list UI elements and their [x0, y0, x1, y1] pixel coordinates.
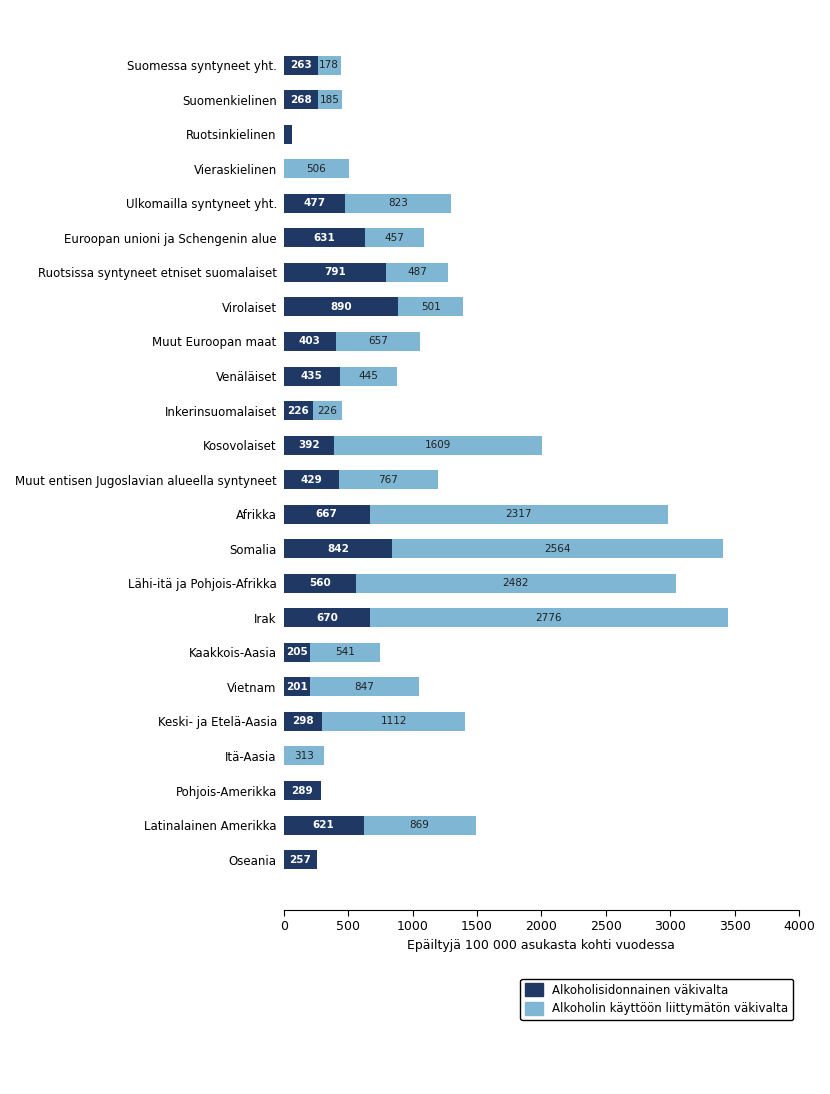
- Text: 1609: 1609: [425, 440, 451, 450]
- Bar: [356, 573, 676, 593]
- Text: 185: 185: [320, 95, 340, 105]
- Text: 823: 823: [388, 198, 408, 208]
- Bar: [318, 90, 342, 109]
- Text: 847: 847: [354, 682, 374, 691]
- Bar: [284, 470, 339, 489]
- Bar: [310, 677, 418, 697]
- Text: 477: 477: [303, 198, 325, 208]
- Text: 657: 657: [368, 337, 388, 347]
- Bar: [386, 263, 448, 282]
- Bar: [284, 746, 324, 766]
- Text: 226: 226: [317, 406, 337, 416]
- Bar: [370, 608, 728, 627]
- Text: 429: 429: [300, 475, 322, 485]
- Bar: [284, 366, 339, 385]
- Text: 506: 506: [306, 164, 326, 174]
- Text: 487: 487: [407, 267, 427, 278]
- Text: 392: 392: [298, 440, 320, 450]
- Bar: [284, 712, 322, 731]
- Bar: [369, 504, 668, 524]
- Bar: [335, 331, 420, 351]
- Bar: [365, 229, 424, 247]
- X-axis label: Epäiltyjä 100 000 asukasta kohti vuodessa: Epäiltyjä 100 000 asukasta kohti vuodess…: [408, 939, 676, 952]
- Text: 435: 435: [300, 371, 323, 381]
- Bar: [284, 229, 365, 247]
- Bar: [345, 194, 452, 213]
- Bar: [364, 815, 476, 835]
- Text: 869: 869: [410, 820, 430, 830]
- Text: 201: 201: [286, 682, 308, 691]
- Bar: [284, 125, 292, 143]
- Text: 2564: 2564: [544, 544, 570, 554]
- Text: 842: 842: [327, 544, 349, 554]
- Text: 501: 501: [421, 302, 441, 312]
- Bar: [284, 781, 321, 800]
- Text: 205: 205: [286, 648, 308, 657]
- Text: 631: 631: [314, 233, 335, 243]
- Text: 2776: 2776: [535, 613, 562, 622]
- Bar: [284, 298, 398, 316]
- Text: 226: 226: [287, 406, 309, 416]
- Text: 263: 263: [290, 60, 311, 70]
- Bar: [313, 401, 342, 420]
- Bar: [284, 194, 345, 213]
- Text: 445: 445: [359, 371, 378, 381]
- Bar: [284, 850, 317, 869]
- Bar: [310, 643, 380, 662]
- Text: 767: 767: [378, 475, 398, 485]
- Bar: [334, 435, 541, 455]
- Text: 178: 178: [319, 60, 339, 70]
- Bar: [284, 573, 356, 593]
- Text: 289: 289: [291, 785, 313, 795]
- Bar: [393, 539, 723, 558]
- Bar: [339, 470, 437, 489]
- Bar: [284, 815, 364, 835]
- Bar: [284, 643, 310, 662]
- Legend: Alkoholisidonnainen väkivalta, Alkoholin käyttöön liittymätön väkivalta: Alkoholisidonnainen väkivalta, Alkoholin…: [520, 979, 793, 1021]
- Bar: [318, 56, 340, 74]
- Text: 541: 541: [335, 648, 355, 657]
- Text: 2482: 2482: [502, 579, 529, 589]
- Bar: [339, 366, 397, 385]
- Text: 313: 313: [294, 750, 314, 761]
- Text: 1112: 1112: [380, 717, 407, 726]
- Bar: [284, 401, 313, 420]
- Text: 2317: 2317: [505, 509, 532, 520]
- Text: 268: 268: [290, 95, 312, 105]
- Text: 403: 403: [299, 337, 320, 347]
- Bar: [284, 90, 318, 109]
- Text: 621: 621: [313, 820, 334, 830]
- Text: 791: 791: [324, 267, 345, 278]
- Bar: [284, 677, 310, 697]
- Bar: [398, 298, 463, 316]
- Bar: [284, 504, 369, 524]
- Bar: [284, 56, 318, 74]
- Text: 257: 257: [290, 854, 311, 864]
- Text: 298: 298: [292, 717, 314, 726]
- Bar: [284, 435, 334, 455]
- Bar: [284, 331, 335, 351]
- Text: 560: 560: [309, 579, 330, 589]
- Text: 667: 667: [315, 509, 338, 520]
- Text: 670: 670: [316, 613, 338, 622]
- Text: 457: 457: [384, 233, 404, 243]
- Bar: [284, 263, 386, 282]
- Bar: [284, 160, 349, 178]
- Text: 890: 890: [330, 302, 352, 312]
- Bar: [284, 539, 393, 558]
- Bar: [284, 608, 370, 627]
- Bar: [322, 712, 466, 731]
